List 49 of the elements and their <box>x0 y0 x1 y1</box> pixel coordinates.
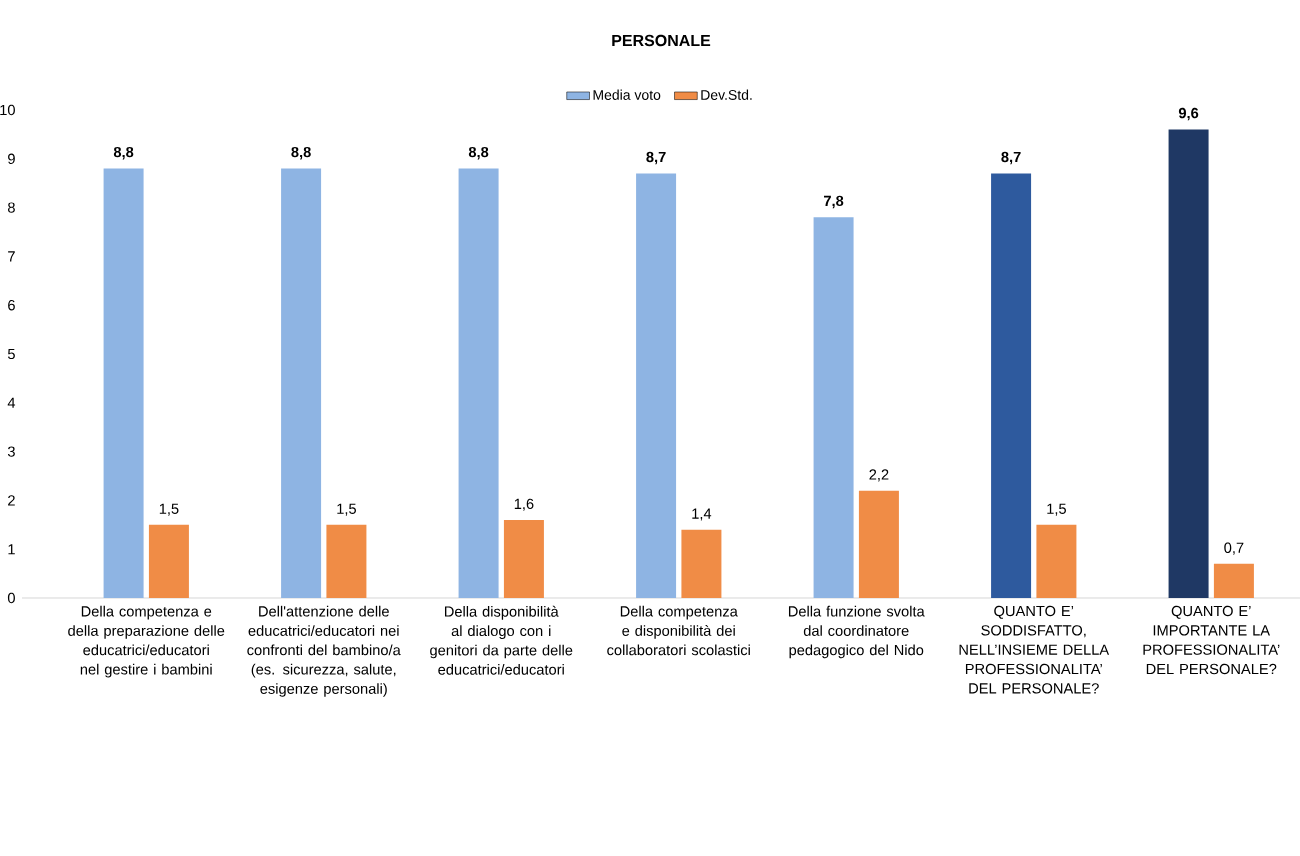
data-label: 8,8 <box>468 146 489 160</box>
bar <box>281 168 322 598</box>
data-label: 2,2 <box>869 469 889 482</box>
bar <box>991 173 1032 598</box>
data-label: 8,7 <box>646 151 666 165</box>
data-label: 8,7 <box>1001 151 1021 165</box>
y-tick-label: 9 <box>8 153 15 164</box>
x-tick-label: Della disponibilità al dialogo con i genitori da parte delle educatrici/educatori <box>430 605 573 675</box>
data-label: 8,8 <box>113 146 134 160</box>
data-label: 8,8 <box>291 146 311 160</box>
bar <box>1168 129 1209 598</box>
y-tick-label: 3 <box>7 446 15 457</box>
bar <box>103 168 144 598</box>
bar <box>681 529 722 598</box>
bar <box>636 173 677 598</box>
y-tick-label: 5 <box>7 348 15 360</box>
bar <box>503 519 544 598</box>
bar <box>813 217 854 598</box>
legend-label: Dev.Std. <box>701 89 752 100</box>
x-tick-label: Della competenza e disponibilità dei collaboratori scolastici <box>607 605 750 656</box>
data-label: 7,8 <box>824 195 844 209</box>
y-tick-label: 2 <box>8 495 15 506</box>
bar <box>858 490 899 598</box>
y-tick-label: 7 <box>8 251 15 262</box>
data-label: 9,6 <box>1178 107 1199 121</box>
data-label: 1,5 <box>337 503 356 516</box>
data-label: 1,5 <box>159 503 179 516</box>
y-tick-label: 1 <box>8 544 15 555</box>
data-label: 1,6 <box>514 498 534 511</box>
x-tick-label: Dell'attenzione delle educatrici/educatori nei confronti del bambino/a (es. sicurezza, salute, esigenze personali) <box>247 605 401 697</box>
chart-title: PERSONALE <box>612 34 711 47</box>
data-label: 1,5 <box>1047 503 1066 516</box>
x-tick-label: Della funzione svolta dal coordinatore pedagogico del Nido <box>788 605 925 659</box>
bar <box>148 524 189 598</box>
y-tick-label: 0 <box>7 592 15 604</box>
bar <box>1213 563 1254 598</box>
x-tick-label: QUANTO E’ IMPORTANTE LA PROFESSIONALITA’ DEL PERSONALE? <box>1143 605 1280 675</box>
data-label: 0,7 <box>1224 542 1244 555</box>
y-tick-label: 4 <box>7 397 16 408</box>
legend-label: Media voto <box>593 89 661 100</box>
y-tick-label: 6 <box>8 300 15 311</box>
y-tick-label: 8 <box>7 202 15 213</box>
x-tick-label: Della competenza e della preparazione delle educatrici/educatori nel gestire i bambini <box>68 605 225 678</box>
x-tick-label: QUANTO E’ SODDISFATTO, NELL’INSIEME DELLA PROFESSIONALITA’ DEL PERSONALE? <box>959 605 1110 694</box>
bar <box>1036 524 1077 598</box>
bar <box>326 524 367 598</box>
bar <box>458 168 499 598</box>
data-label: 1,4 <box>692 508 712 521</box>
y-tick-label: 10 <box>0 104 15 116</box>
